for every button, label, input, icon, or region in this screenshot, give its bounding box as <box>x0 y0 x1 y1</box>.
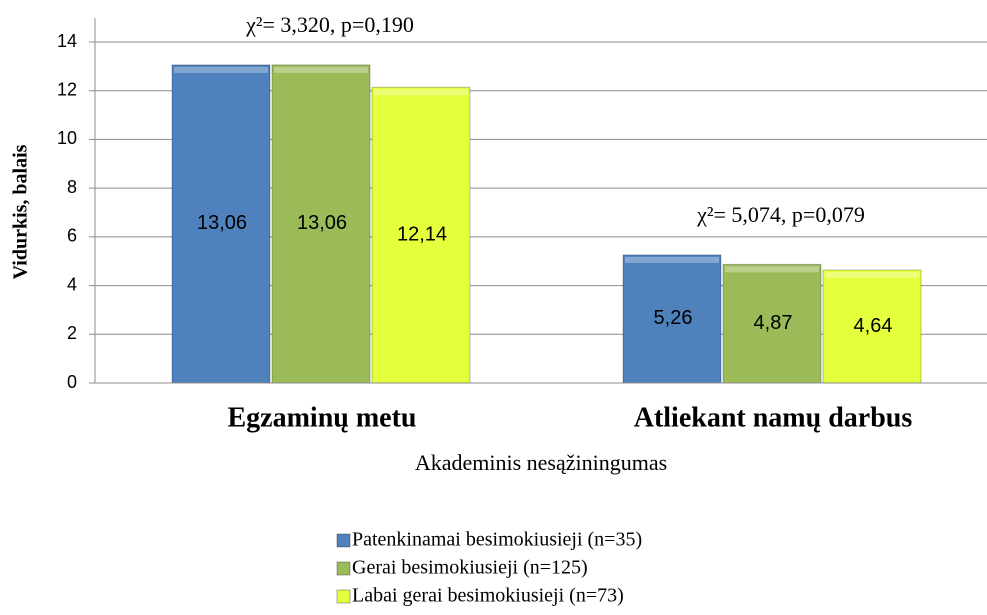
legend-label: Labai gerai besimokiusieji (n=73) <box>352 585 624 607</box>
legend-swatch <box>336 533 351 548</box>
bar <box>171 64 271 384</box>
bar-highlight <box>274 66 368 73</box>
legend-swatch <box>336 561 351 576</box>
legend-label: Patenkinamai besimokiusieji (n=35) <box>352 529 642 551</box>
x-tick-label: Atliekant namų darbus <box>634 402 913 433</box>
data-label: 4,87 <box>754 312 793 334</box>
bar-highlight <box>374 89 468 96</box>
annotation: χ²= 5,074, p=0,079 <box>696 202 865 227</box>
y-tick-label: 2 <box>67 323 77 343</box>
data-label: 4,64 <box>854 315 893 337</box>
bar-highlight <box>174 66 268 73</box>
y-tick-label: 12 <box>57 79 77 99</box>
y-axis-label: Vidurkis, balais <box>10 144 32 279</box>
legend-swatch <box>336 589 351 604</box>
bar <box>622 254 722 384</box>
data-label: 13,06 <box>197 212 247 234</box>
bar-highlight <box>825 271 919 278</box>
bar <box>371 86 471 384</box>
data-label: 13,06 <box>297 212 347 234</box>
bar <box>722 263 822 384</box>
data-label: 12,14 <box>397 223 447 245</box>
y-tick-label: 4 <box>67 274 77 294</box>
bar <box>822 269 922 384</box>
x-axis-label: Akademinis nesąžiningumas <box>415 450 667 475</box>
x-tick-label: Egzaminų metu <box>228 402 417 433</box>
annotation: χ²= 3,320, p=0,190 <box>245 12 414 37</box>
y-tick-label: 8 <box>67 177 77 197</box>
bar-highlight <box>625 256 719 263</box>
y-tick-label: 6 <box>67 226 77 246</box>
data-label: 5,26 <box>654 307 693 329</box>
y-tick-label: 10 <box>57 128 77 148</box>
bar <box>271 64 371 384</box>
legend-label: Gerai besimokiusieji (n=125) <box>352 557 588 579</box>
bar-highlight <box>725 266 819 273</box>
y-tick-label: 14 <box>57 31 77 51</box>
y-tick-label: 0 <box>67 372 77 392</box>
